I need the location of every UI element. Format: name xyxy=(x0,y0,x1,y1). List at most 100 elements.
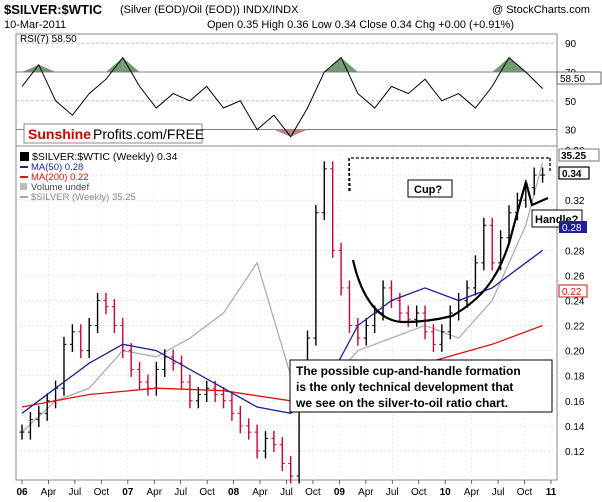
price-bar xyxy=(422,305,428,340)
cup-curve xyxy=(351,181,528,324)
price-axis: 0.120.140.160.180.200.220.240.260.280.30… xyxy=(565,146,585,458)
time-tick-label: Oct xyxy=(305,487,321,498)
price-bar xyxy=(120,318,126,359)
rsi-line xyxy=(21,56,543,138)
price-bar xyxy=(506,205,512,246)
note-box xyxy=(289,359,553,413)
logo-sunshine: Sunshine xyxy=(28,126,91,142)
time-tick-label: Jul xyxy=(280,487,293,498)
close-badge-text: 0.34 xyxy=(562,169,582,180)
cup-label: Cup? xyxy=(414,184,442,196)
time-tick-label: Apr xyxy=(464,487,480,498)
price-bar xyxy=(430,324,436,352)
time-tick-label: Oct xyxy=(517,487,533,498)
price-bar xyxy=(414,305,420,327)
logo-box xyxy=(23,123,203,144)
price-tick-label: 0.22 xyxy=(565,322,585,333)
price-bar xyxy=(86,318,92,359)
silver-price-badge xyxy=(558,148,600,162)
note-line-2: is the only technical development that xyxy=(296,380,513,394)
time-tick-label: Oct xyxy=(94,487,110,498)
time-tick-label: Apr xyxy=(252,487,268,498)
price-bar xyxy=(69,324,75,352)
ma200-badge xyxy=(558,284,588,298)
rsi-zone-fill xyxy=(105,57,123,72)
note-line-1: The possible cup-and-handle formation xyxy=(296,364,521,378)
price-bar xyxy=(204,380,210,403)
rsi-value-badge xyxy=(556,71,602,85)
price-bar xyxy=(321,161,327,221)
legend-ma200: MA(200) 0.22 xyxy=(31,172,89,183)
price-bar xyxy=(44,393,50,421)
price-bar xyxy=(254,424,260,459)
legend: $SILVER:$WTIC (Weekly) 0.34 MA(50) 0.28 … xyxy=(20,151,178,203)
time-tick-label: 06 xyxy=(16,487,28,498)
price-bar xyxy=(363,318,369,346)
price-bar xyxy=(279,437,285,471)
chart-date: 10-Mar-2011 xyxy=(4,19,67,31)
price-tick-label: 0.26 xyxy=(565,271,585,282)
chart-description: (Silver (EOD)/Oil (EOD)) INDX/INDX xyxy=(120,4,299,16)
rsi-tick-label: 50 xyxy=(565,97,577,108)
ohlc-readout: Open 0.35 High 0.36 Low 0.34 Close 0.34 … xyxy=(207,19,514,31)
price-bar xyxy=(128,343,134,377)
chart-title: $SILVER:$WTIC xyxy=(4,2,102,17)
rsi-tick-label: 90 xyxy=(565,39,577,50)
note-line-3: we see on the silver-to-oil ratio chart. xyxy=(295,396,508,410)
time-tick-label: 07 xyxy=(122,487,134,498)
price-bar xyxy=(531,167,537,196)
price-bar xyxy=(481,217,487,271)
price-bar xyxy=(271,430,277,453)
ma50-badge xyxy=(559,221,587,233)
price-bar xyxy=(61,336,67,396)
price-bar xyxy=(447,305,453,340)
copyright: @ StockCharts.com xyxy=(492,4,590,16)
time-tick-label: Apr xyxy=(358,487,374,498)
price-tick-label: 0.14 xyxy=(565,422,585,433)
legend-volume: Volume undef xyxy=(31,182,89,193)
price-bar xyxy=(27,412,33,440)
price-bar xyxy=(338,242,344,296)
price-bar xyxy=(405,305,411,327)
price-bar xyxy=(19,424,25,440)
price-bar xyxy=(137,361,143,390)
time-tick-label: 09 xyxy=(334,487,346,498)
price-tick-label: 0.20 xyxy=(565,347,585,358)
price-bar xyxy=(212,380,218,403)
legend-ma50: MA(50) 0.28 xyxy=(31,162,83,173)
ma50-line xyxy=(21,249,543,414)
price-bar xyxy=(195,386,201,409)
price-bar xyxy=(472,255,478,296)
price-bar xyxy=(237,405,243,434)
legend-volume-swatch xyxy=(20,183,27,190)
price-bar xyxy=(288,455,294,484)
time-tick-label: Jul xyxy=(492,487,505,498)
price-bar xyxy=(111,299,117,334)
price-tick-label: 0.32 xyxy=(565,196,585,207)
time-tick-label: Apr xyxy=(41,487,57,498)
rsi-zone-fill xyxy=(38,64,56,72)
rsi-value-text: 58.50 xyxy=(560,74,585,85)
price-bar xyxy=(489,217,495,271)
rsi-label: RSI(7) 58.50 xyxy=(20,34,77,45)
price-bar xyxy=(246,418,252,440)
price-tick-label: 0.28 xyxy=(565,246,585,257)
price-bar xyxy=(95,292,101,334)
price-bar xyxy=(36,405,42,428)
time-tick-label: Oct xyxy=(199,487,215,498)
price-bar xyxy=(540,167,546,183)
price-bar xyxy=(103,292,109,315)
ma200-badge-text: 0.22 xyxy=(562,287,582,298)
close-badge xyxy=(558,166,590,180)
price-bar xyxy=(346,280,352,334)
time-tick-label: Oct xyxy=(411,487,427,498)
time-tick-label: 08 xyxy=(228,487,240,498)
time-tick-label: 11 xyxy=(546,487,557,498)
time-tick-label: Jul xyxy=(386,487,399,498)
price-bar xyxy=(263,430,269,459)
rsi-zone-fill xyxy=(341,57,358,72)
logo-profits: Profits.com/FREE xyxy=(93,126,204,142)
rsi-axis: 30507090 xyxy=(565,39,577,136)
price-bar xyxy=(439,324,445,352)
price-bar xyxy=(313,205,319,346)
